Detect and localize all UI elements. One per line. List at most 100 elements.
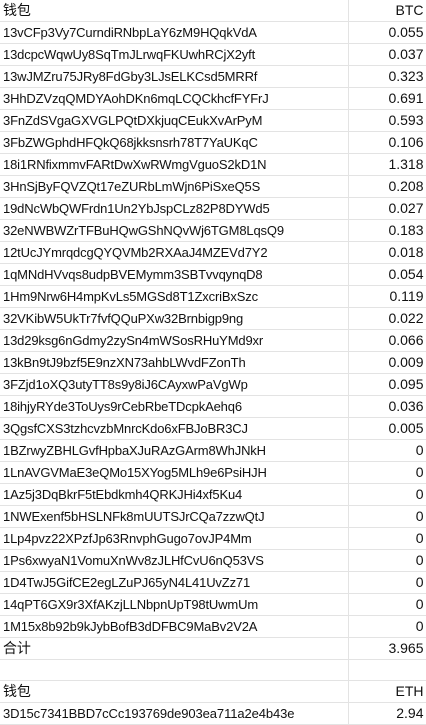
btc-address-cell[interactable]: 32VKibW5UkTr7fvfQQuPXw32Brnbigp9ng [0,307,349,330]
btc-address-cell[interactable]: 13vCFp3Vy7CurndiRNbpLaY6zM9HQqkVdA [0,21,349,44]
btc-wallet-row: 3FbZWGphdHFQkQ68jkksnsrh78T7YaUKqC 0.106 [0,131,426,154]
btc-address-cell[interactable]: 3HhDZVzqQMDYAohDKn6mqLCQCkhcfFYFrJ [0,87,349,110]
btc-wallet-row: 1M15x8b92b9kJybBofB3dDFBC9MaBv2V2A 0 [0,615,426,638]
btc-wallet-row: 1Lp4pvz22XPzfJp63RnvphGugo7ovJP4Mm 0 [0,527,426,550]
btc-address-cell[interactable]: 3QgsfCXS3tzhcvzbMnrcKdo6xFBJoBR3CJ [0,417,349,440]
btc-address-cell[interactable]: 3FbZWGphdHFQkQ68jkksnsrh78T7YaUKqC [0,131,349,154]
btc-currency-header[interactable]: BTC [348,0,426,22]
btc-value-cell[interactable]: 0 [348,615,426,638]
btc-wallet-row: 18i1RNfixmmvFARtDwXwRWmgVguoS2kD1N 1.318 [0,153,426,176]
btc-address-cell[interactable]: 1qMNdHVvqs8udpBVEMymm3SBTvvqynqD8 [0,263,349,286]
btc-total-value[interactable]: 3.965 [348,637,426,660]
btc-wallet-row: 32eNWBWZrTFBuHQwGShNQvWj6TGM8LqsQ9 0.183 [0,219,426,242]
btc-wallet-row: 3FnZdSVgaGXVGLPQtDXkjuqCEukXvArPyM 0.593 [0,109,426,132]
btc-value-cell[interactable]: 0.183 [348,219,426,242]
btc-value-cell[interactable]: 0.066 [348,329,426,352]
btc-wallet-row: 1NWExenf5bHSLNFk8mUUTSJrCQa7zzwQtJ 0 [0,505,426,528]
btc-total-row: 合计 3.965 [0,637,426,660]
btc-wallet-row: 13kBn9tJ9bzf5E9nzXN73ahbLWvdFZonTh 0.009 [0,351,426,374]
btc-address-cell[interactable]: 32eNWBWZrTFBuHQwGShNQvWj6TGM8LqsQ9 [0,219,349,242]
btc-wallet-row: 1Ps6xwyaN1VomuXnWv8zJLHfCvU6nQ53VS 0 [0,549,426,572]
btc-address-cell[interactable]: 1Lp4pvz22XPzfJp63RnvphGugo7ovJP4Mm [0,527,349,550]
btc-wallet-row: 14qPT6GX9r3XfAKzjLLNbpnUpT98tUwmUm 0 [0,593,426,616]
btc-address-cell[interactable]: 12tUcJYmrqdcgQYQVMb2RXAaJ4MZEVd7Y2 [0,241,349,264]
btc-value-cell[interactable]: 0.022 [348,307,426,330]
btc-address-cell[interactable]: 13dcpcWqwUy8SqTmJLrwqFKUwhRCjX2yft [0,43,349,66]
btc-wallet-header[interactable]: 钱包 [0,0,349,22]
eth-wallet-header[interactable]: 钱包 [0,680,349,703]
empty-cell[interactable] [0,659,349,681]
btc-value-cell[interactable]: 0.054 [348,263,426,286]
btc-address-cell[interactable]: 18i1RNfixmmvFARtDwXwRWmgVguoS2kD1N [0,153,349,176]
btc-value-cell[interactable]: 0.005 [348,417,426,440]
btc-wallet-row: 19dNcWbQWFrdn1Un2YbJspCLz82P8DYWd5 0.027 [0,197,426,220]
btc-wallet-row: 1LnAVGVMaE3eQMo15XYog5MLh9e6PsiHJH 0 [0,461,426,484]
btc-value-cell[interactable]: 0.691 [348,87,426,110]
btc-address-cell[interactable]: 1D4TwJ5GifCE2egLZuPJ65yN4L41UvZz71 [0,571,349,594]
btc-value-cell[interactable]: 0.055 [348,21,426,44]
btc-address-cell[interactable]: 13kBn9tJ9bzf5E9nzXN73ahbLWvdFZonTh [0,351,349,374]
btc-address-cell[interactable]: 13d29ksg6nGdmy2zySn4mWSosRHuYMd9xr [0,329,349,352]
btc-address-cell[interactable]: 3FnZdSVgaGXVGLPQtDXkjuqCEukXvArPyM [0,109,349,132]
btc-value-cell[interactable]: 0.018 [348,241,426,264]
btc-wallet-row: 1Hm9Nrw6H4mpKvLs5MGSd8T1ZxcriBxSzc 0.119 [0,285,426,308]
btc-wallet-row: 3FZjd1oXQ3utyTT8s9y8iJ6CAyxwPaVgWp 0.095 [0,373,426,396]
btc-address-cell[interactable]: 1Az5j3DqBkrF5tEbdkmh4QRKJHi4xf5Ku4 [0,483,349,506]
btc-address-cell[interactable]: 1Hm9Nrw6H4mpKvLs5MGSd8T1ZxcriBxSzc [0,285,349,308]
btc-value-cell[interactable]: 1.318 [348,153,426,176]
btc-value-cell[interactable]: 0 [348,593,426,616]
btc-wallet-row: 1Az5j3DqBkrF5tEbdkmh4QRKJHi4xf5Ku4 0 [0,483,426,506]
btc-value-cell[interactable]: 0 [348,571,426,594]
eth-address-cell[interactable]: 3D15c7341BBD7cCc193769de903ea711a2e4b43e [0,702,349,725]
btc-wallet-row: 13d29ksg6nGdmy2zySn4mWSosRHuYMd9xr 0.066 [0,329,426,352]
btc-header-row: 钱包 BTC [0,0,426,22]
btc-address-cell[interactable]: 1NWExenf5bHSLNFk8mUUTSJrCQa7zzwQtJ [0,505,349,528]
btc-value-cell[interactable]: 0.593 [348,109,426,132]
btc-address-cell[interactable]: 3HnSjByFQVZQt17eZURbLmWjn6PiSxeQ5S [0,175,349,198]
btc-address-cell[interactable]: 18ihjyRYde3ToUys9rCebRbeTDcpkAehq6 [0,395,349,418]
btc-address-cell[interactable]: 1BZrwyZBHLGvfHpbaXJuRAzGArm8WhJNkH [0,439,349,462]
btc-wallet-row: 13dcpcWqwUy8SqTmJLrwqFKUwhRCjX2yft 0.037 [0,43,426,66]
btc-wallet-row: 13vCFp3Vy7CurndiRNbpLaY6zM9HQqkVdA 0.055 [0,21,426,44]
btc-value-cell[interactable]: 0.009 [348,351,426,374]
btc-value-cell[interactable]: 0 [348,505,426,528]
empty-cell[interactable] [348,659,426,681]
btc-value-cell[interactable]: 0.208 [348,175,426,198]
btc-value-cell[interactable]: 0.027 [348,197,426,220]
btc-value-cell[interactable]: 0.106 [348,131,426,154]
btc-value-cell[interactable]: 0 [348,439,426,462]
btc-value-cell[interactable]: 0 [348,549,426,572]
btc-address-cell[interactable]: 13wJMZru75JRy8FdGby3LJsELKCsd5MRRf [0,65,349,88]
btc-address-cell[interactable]: 14qPT6GX9r3XfAKzjLLNbpnUpT98tUwmUm [0,593,349,616]
btc-wallet-row: 32VKibW5UkTr7fvfQQuPXw32Brnbigp9ng 0.022 [0,307,426,330]
btc-value-cell[interactable]: 0 [348,527,426,550]
btc-wallet-row: 13wJMZru75JRy8FdGby3LJsELKCsd5MRRf 0.323 [0,65,426,88]
btc-value-cell[interactable]: 0.095 [348,373,426,396]
btc-address-cell[interactable]: 1Ps6xwyaN1VomuXnWv8zJLHfCvU6nQ53VS [0,549,349,572]
btc-value-cell[interactable]: 0.037 [348,43,426,66]
eth-header-row: 钱包 ETH [0,680,426,703]
btc-address-cell[interactable]: 19dNcWbQWFrdn1Un2YbJspCLz82P8DYWd5 [0,197,349,220]
btc-value-cell[interactable]: 0.036 [348,395,426,418]
btc-wallet-row: 3QgsfCXS3tzhcvzbMnrcKdo6xFBJoBR3CJ 0.005 [0,417,426,440]
btc-total-label[interactable]: 合计 [0,637,349,660]
btc-value-cell[interactable]: 0 [348,461,426,484]
btc-value-cell[interactable]: 0 [348,483,426,506]
btc-address-cell[interactable]: 1LnAVGVMaE3eQMo15XYog5MLh9e6PsiHJH [0,461,349,484]
btc-address-cell[interactable]: 1M15x8b92b9kJybBofB3dDFBC9MaBv2V2A [0,615,349,638]
btc-wallet-row: 1D4TwJ5GifCE2egLZuPJ65yN4L41UvZz71 0 [0,571,426,594]
btc-value-cell[interactable]: 0.323 [348,65,426,88]
btc-wallet-row: 18ihjyRYde3ToUys9rCebRbeTDcpkAehq6 0.036 [0,395,426,418]
eth-currency-header[interactable]: ETH [348,680,426,703]
btc-address-cell[interactable]: 3FZjd1oXQ3utyTT8s9y8iJ6CAyxwPaVgWp [0,373,349,396]
eth-value-cell[interactable]: 2.94 [348,702,426,725]
btc-value-cell[interactable]: 0.119 [348,285,426,308]
eth-wallet-row: 3D15c7341BBD7cCc193769de903ea711a2e4b43e… [0,702,426,725]
btc-wallet-row: 1qMNdHVvqs8udpBVEMymm3SBTvvqynqD8 0.054 [0,263,426,286]
empty-row [0,659,426,681]
btc-wallet-row: 3HhDZVzqQMDYAohDKn6mqLCQCkhcfFYFrJ 0.691 [0,87,426,110]
btc-wallet-row: 1BZrwyZBHLGvfHpbaXJuRAzGArm8WhJNkH 0 [0,439,426,462]
btc-wallet-row: 12tUcJYmrqdcgQYQVMb2RXAaJ4MZEVd7Y2 0.018 [0,241,426,264]
